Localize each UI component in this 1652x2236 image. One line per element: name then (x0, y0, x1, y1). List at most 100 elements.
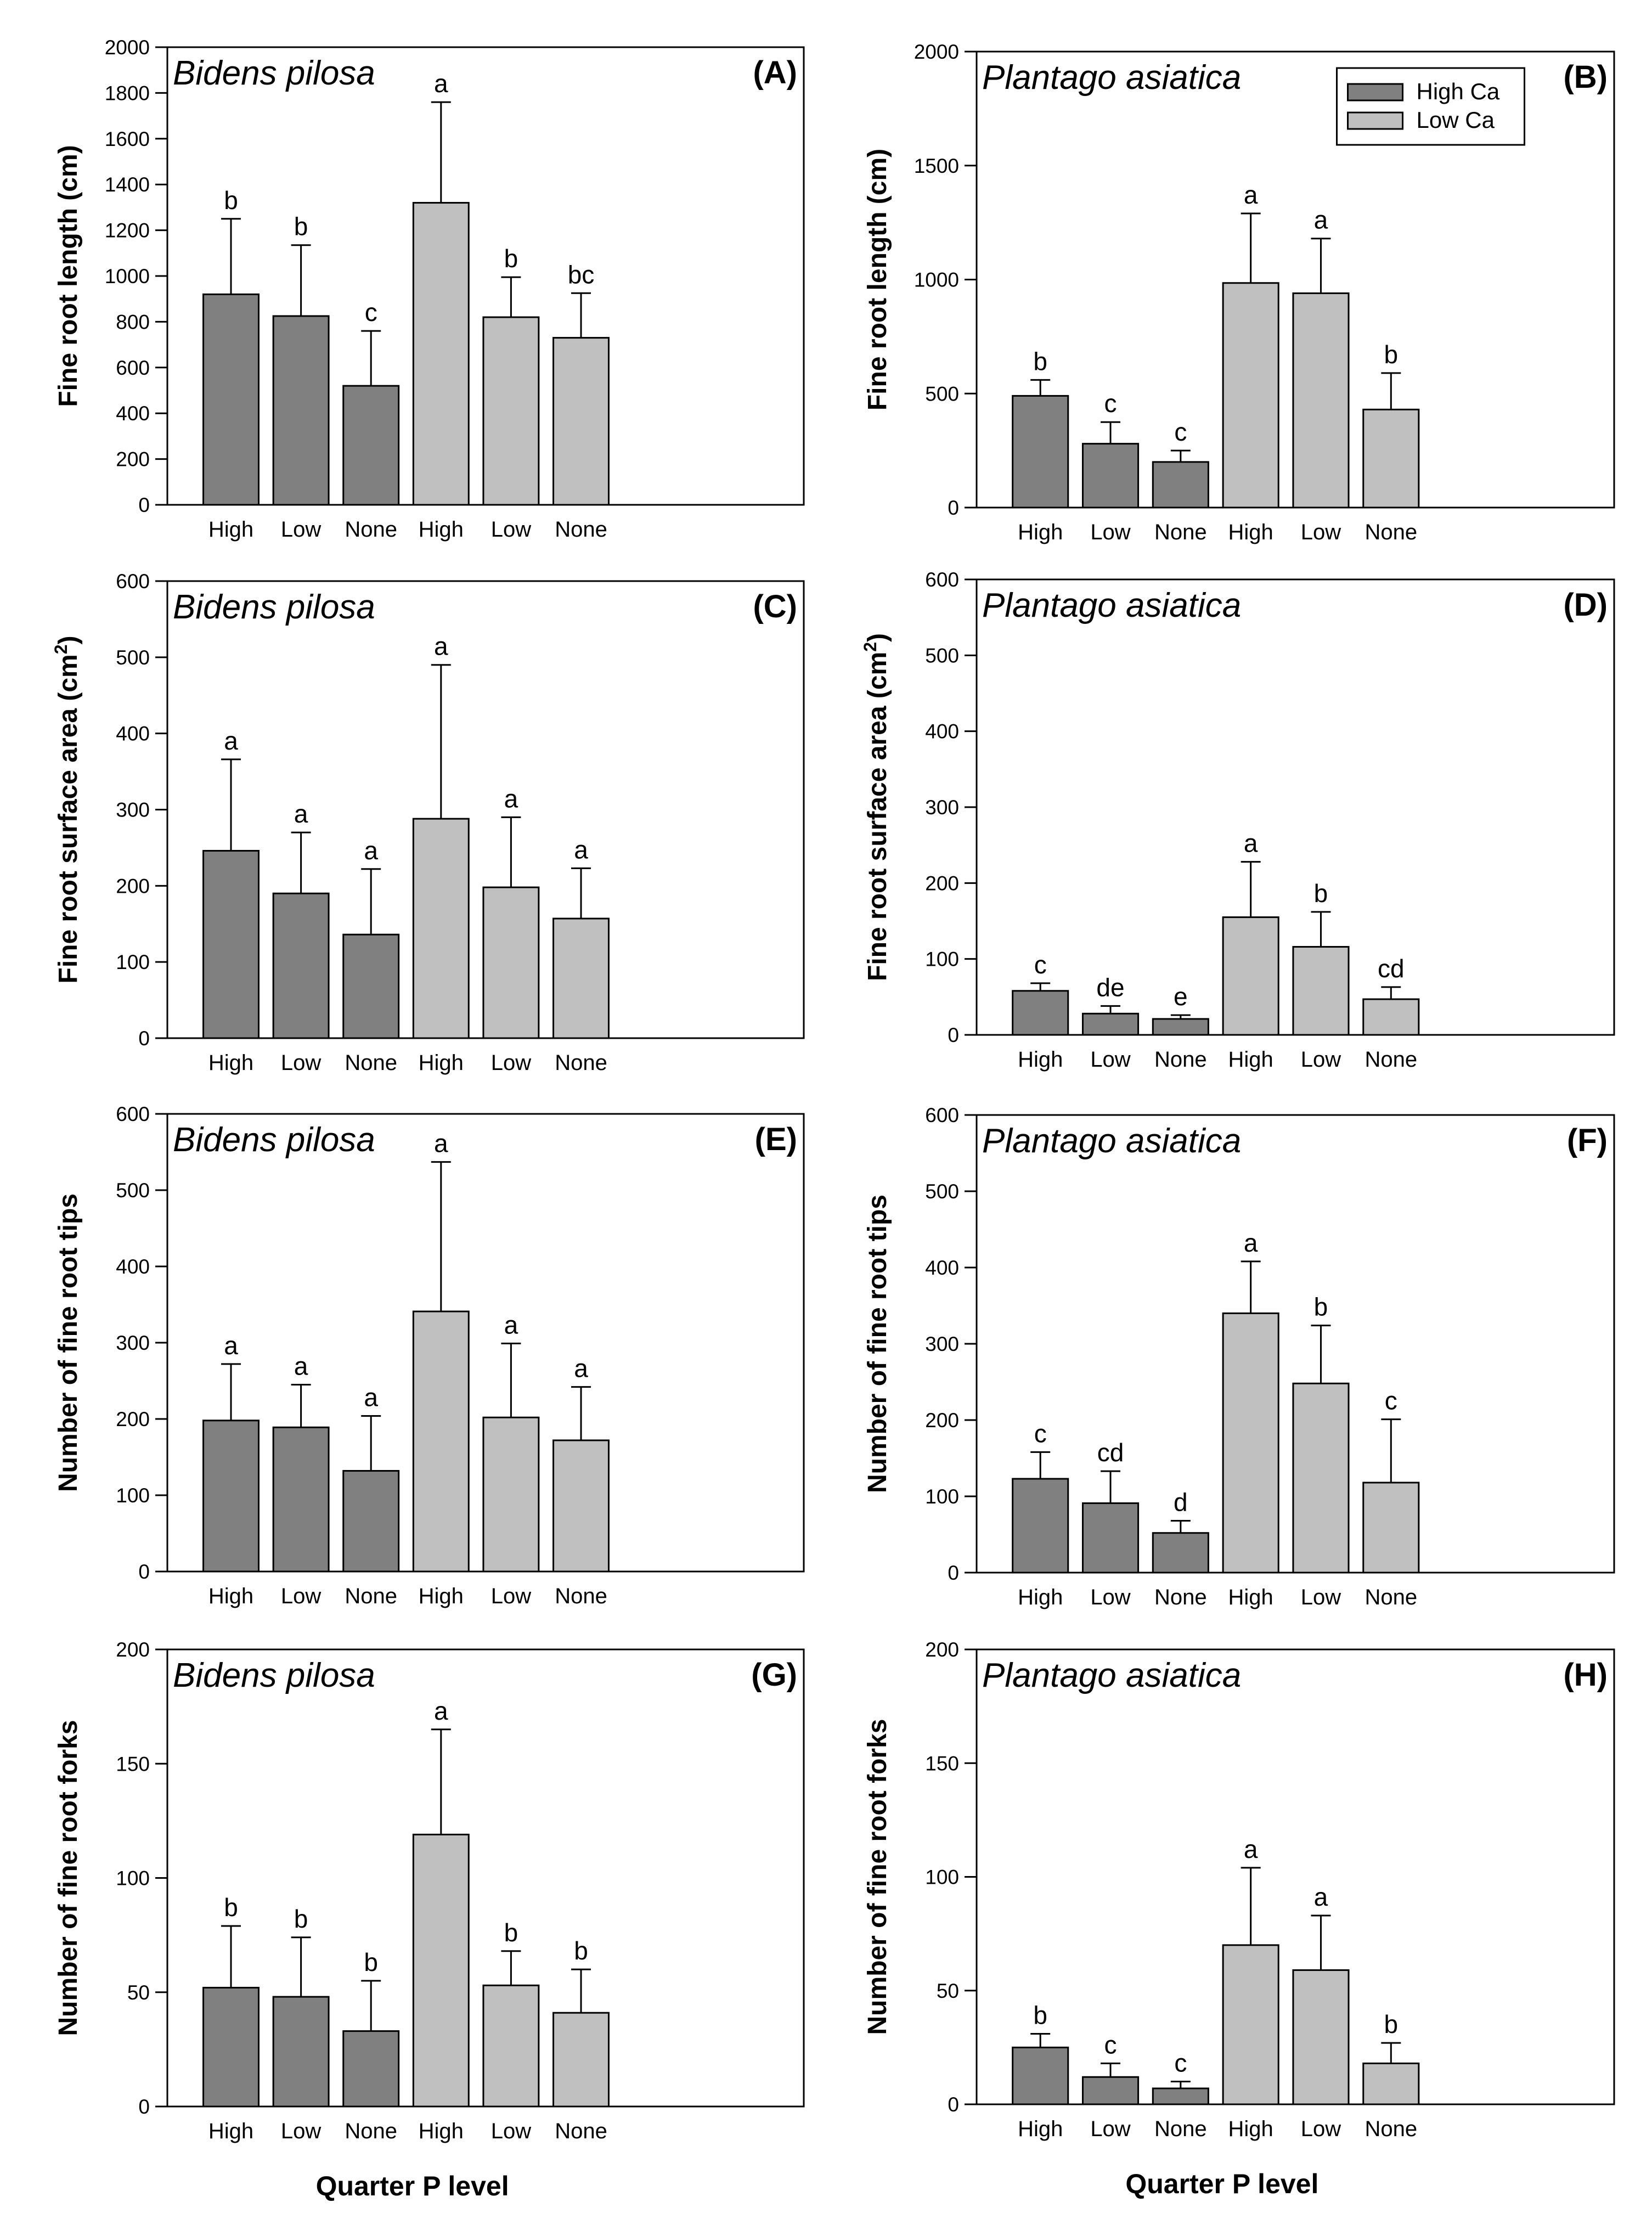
x-tick-label: None (555, 2119, 607, 2143)
y-tick-label: 0 (138, 1027, 150, 1050)
species-name: Plantago asiatica (982, 587, 1241, 624)
x-tick-label: None (1365, 2117, 1417, 2141)
panel-label: (G) (751, 1657, 797, 1693)
significance-letter: a (1314, 206, 1328, 234)
bar (482, 1416, 540, 1573)
y-tick-label: 200 (925, 872, 959, 894)
x-tick-label: High (1018, 1585, 1063, 1609)
bar (552, 337, 610, 506)
x-tick-label: High (1228, 520, 1273, 544)
significance-letter: b (294, 1905, 308, 1933)
species-name: Plantago asiatica (982, 59, 1241, 97)
bar (1222, 916, 1279, 1036)
y-axis-title: Number of fine root tips (54, 1193, 83, 1492)
x-tick-label: Low (1301, 2117, 1341, 2141)
y-tick-label: 500 (116, 1179, 150, 1202)
x-tick-label: Low (281, 1584, 321, 1608)
species-name: Bidens pilosa (173, 54, 375, 92)
bar (1081, 1012, 1140, 1036)
y-tick-label: 600 (116, 570, 150, 593)
legend-swatch (1347, 111, 1404, 130)
bar (1362, 1482, 1420, 1574)
significance-letter: b (574, 1936, 588, 1965)
significance-letter: a (504, 784, 518, 813)
y-tick-label: 2000 (914, 41, 959, 63)
x-axis-title: Quarter P level (316, 2171, 509, 2201)
significance-letter: a (1244, 181, 1258, 209)
y-tick-label: 1400 (105, 173, 150, 196)
x-tick-label: Low (491, 517, 531, 542)
significance-letter: b (364, 1948, 378, 1976)
y-tick-label: 100 (925, 948, 959, 971)
x-tick-label: High (1018, 1047, 1063, 1072)
y-tick-label: 400 (925, 720, 959, 743)
x-tick-label: High (1228, 2117, 1273, 2141)
significance-letter: c (1104, 389, 1117, 418)
y-tick-label: 400 (116, 723, 150, 745)
y-tick-label: 0 (948, 1024, 959, 1046)
legend-label: High Ca (1417, 78, 1500, 104)
panel-label: (C) (753, 589, 797, 624)
significance-letter: a (1314, 1883, 1328, 1911)
significance-letter: a (574, 835, 588, 864)
significance-letter: b (1384, 340, 1399, 369)
x-tick-label: None (345, 2119, 397, 2143)
y-tick-label: 200 (116, 875, 150, 897)
species-name: Plantago asiatica (982, 1122, 1241, 1160)
y-tick-label: 200 (116, 1638, 150, 1661)
significance-letter: e (1174, 982, 1188, 1011)
bar (342, 1470, 400, 1573)
y-tick-label: 0 (948, 1562, 959, 1584)
significance-letter: a (224, 1331, 238, 1360)
bar (482, 316, 540, 506)
species-name: Bidens pilosa (173, 1121, 375, 1159)
x-tick-label: High (208, 1051, 253, 1075)
significance-letter: a (1244, 829, 1258, 858)
bar (272, 892, 330, 1039)
y-tick-label: 200 (116, 448, 150, 471)
y-tick-label: 100 (925, 1485, 959, 1508)
bar (202, 1986, 260, 2108)
y-tick-label: 500 (116, 646, 150, 669)
x-tick-label: None (555, 1584, 607, 1608)
significance-letter: cd (1097, 1438, 1124, 1467)
x-tick-label: None (555, 1051, 607, 1075)
y-axis-title: Number of fine root forks (863, 1719, 892, 2035)
species-name: Plantago asiatica (982, 1657, 1241, 1694)
x-tick-label: None (1154, 1047, 1207, 1072)
y-tick-label: 200 (925, 1638, 959, 1661)
y-tick-label: 50 (127, 1981, 150, 2004)
bar (1012, 990, 1069, 1036)
y-tick-label: 1800 (105, 82, 150, 104)
bar (482, 886, 540, 1039)
significance-letter: b (1314, 879, 1328, 908)
y-tick-label: 600 (116, 1103, 150, 1125)
y-tick-label: 0 (948, 497, 959, 519)
y-tick-label: 400 (116, 402, 150, 425)
significance-letter: d (1174, 1488, 1188, 1516)
significance-letter: a (364, 1383, 378, 1411)
y-tick-label: 100 (925, 1866, 959, 1889)
significance-letter: de (1096, 973, 1124, 1001)
significance-letter: a (434, 1697, 448, 1725)
y-tick-label: 300 (925, 1333, 959, 1355)
x-tick-label: None (1154, 1585, 1207, 1609)
y-tick-label: 500 (925, 382, 959, 405)
y-tick-label: 100 (116, 1867, 150, 1890)
bar (1152, 461, 1209, 509)
bar (1152, 2087, 1209, 2105)
significance-letter: c (1174, 418, 1187, 446)
x-tick-label: None (1365, 1047, 1417, 1072)
significance-letter: cd (1378, 954, 1405, 983)
y-axis-title: Fine root surface area (cm2) (860, 633, 892, 981)
bar (1292, 1382, 1350, 1574)
panel-f: 0 100 200 300 400 500 600 Number of fine root t… (863, 1104, 1615, 1609)
significance-letter: b (504, 244, 518, 273)
y-tick-label: 600 (925, 1104, 959, 1127)
x-tick-label: High (1018, 2117, 1063, 2141)
bar (272, 315, 330, 506)
x-tick-label: High (208, 2119, 253, 2143)
panel-c: 0 100 200 300 400 500 600 Fine root surface are… (51, 570, 805, 1075)
significance-letter: c (1174, 2049, 1187, 2077)
x-tick-label: Low (281, 517, 321, 542)
